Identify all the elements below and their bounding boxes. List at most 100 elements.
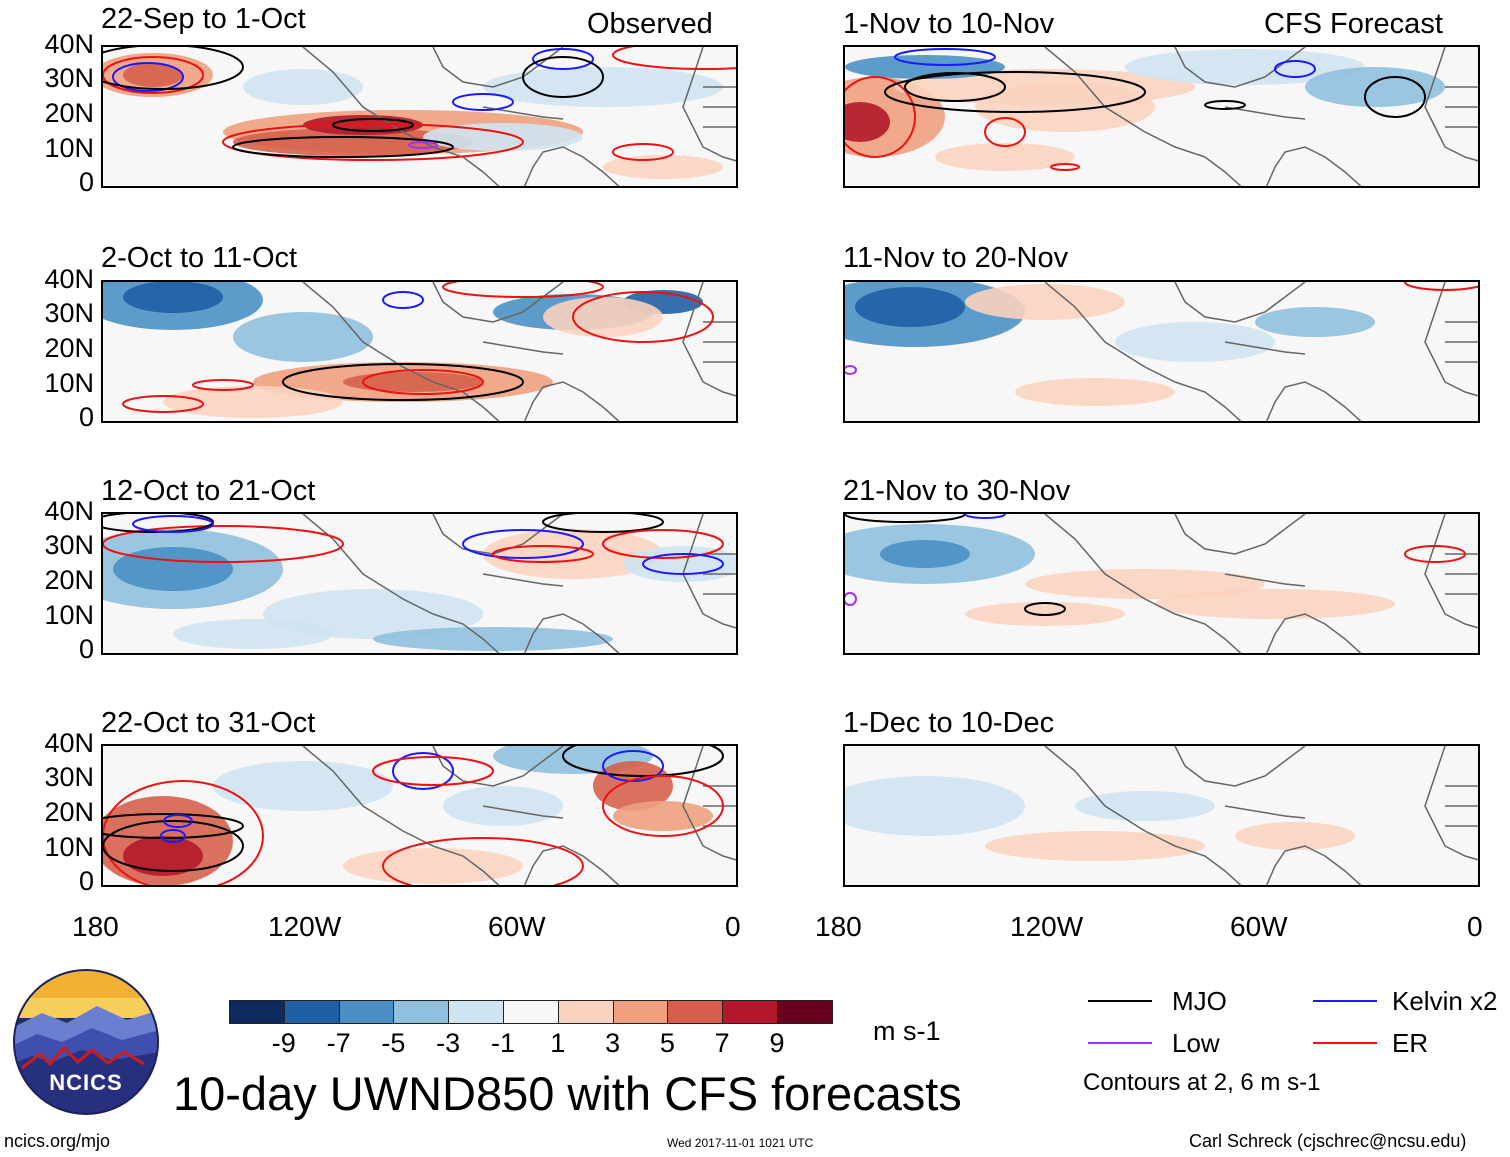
- colorbar-swatch: [503, 1000, 559, 1024]
- wave-contour: [602, 529, 724, 559]
- colorbar-unit: m s-1: [873, 1016, 941, 1046]
- wave-contour: [122, 395, 204, 413]
- colorbar-swatch: [722, 1000, 778, 1024]
- coastline: [302, 282, 736, 421]
- legend-label-mjo: MJO: [1172, 986, 1227, 1016]
- footer-author: Carl Schreck (cjschrec@ncsu.edu): [1189, 1131, 1467, 1151]
- anomaly-shading: [173, 619, 333, 649]
- wave-contour: [232, 136, 454, 158]
- anomaly-shading: [593, 761, 673, 811]
- y-tick: 20N: [44, 797, 94, 827]
- coastline: [1044, 47, 1478, 186]
- wave-contour: [845, 365, 857, 375]
- colorbar-label: -7: [326, 1028, 351, 1058]
- panel-title-right-4: 1-Dec to 10-Dec: [843, 707, 1055, 739]
- anomaly-shading: [603, 155, 723, 179]
- wave-contour: [964, 514, 1006, 519]
- anomaly-shading: [373, 627, 613, 651]
- ncics-logo-graphic: [13, 969, 159, 1115]
- anomaly-shading: [1075, 791, 1215, 821]
- y-tick: 40N: [44, 264, 94, 294]
- wave-contour: [160, 829, 186, 843]
- wave-contour: [984, 117, 1026, 147]
- colorbar-swatch: [283, 1000, 340, 1024]
- wave-contour: [103, 47, 244, 90]
- wave-contour: [602, 775, 724, 837]
- coastline: [1044, 514, 1478, 653]
- panel-title-right-1: 1-Nov to 10-Nov: [843, 8, 1055, 40]
- y-tick: 40N: [44, 496, 94, 526]
- wave-contour: [1204, 100, 1246, 110]
- wave-contour: [442, 282, 604, 298]
- contour-note: Contours at 2, 6 m s-1: [1083, 1069, 1321, 1096]
- x-tick-left-0: 0: [725, 911, 741, 942]
- legend-line-low: [1088, 1042, 1152, 1044]
- map-panel-right-3: [843, 512, 1480, 655]
- colorbar-label: -5: [381, 1028, 406, 1058]
- anomaly-shading: [1235, 822, 1355, 850]
- colorbar-swatch: [448, 1000, 504, 1024]
- wave-contour: [192, 379, 254, 391]
- logo-text: NCICS: [49, 1070, 123, 1095]
- coastline: [1044, 282, 1478, 421]
- y-tick: 20N: [44, 333, 94, 363]
- wave-contour: [1274, 60, 1316, 78]
- x-tick-left-120w: 120W: [268, 911, 342, 942]
- map-panel-right-4: [843, 744, 1480, 887]
- colorbar-swatch: [338, 1000, 395, 1024]
- wave-contour: [562, 746, 724, 777]
- anomaly-shading: [1115, 322, 1275, 362]
- wave-contour: [103, 780, 264, 885]
- colorbar-label: 3: [605, 1028, 621, 1058]
- colorbar-label: -3: [436, 1028, 461, 1058]
- wave-contour: [392, 752, 454, 790]
- wave-contour: [1050, 163, 1080, 171]
- wave-contour: [112, 62, 184, 92]
- wave-contour: [1404, 282, 1478, 291]
- anomaly-shading: [613, 801, 713, 831]
- anomaly-shading: [233, 312, 373, 362]
- anomaly-shading: [975, 82, 1155, 132]
- panel-title-right-2: 11-Nov to 20-Nov: [843, 242, 1069, 274]
- anomaly-shading: [243, 69, 363, 105]
- anomaly-shading: [213, 761, 393, 811]
- wave-contour: [1364, 76, 1426, 118]
- x-tick-right-180: 180: [815, 911, 862, 942]
- legend-label-kelvin: Kelvin x2: [1392, 986, 1498, 1016]
- anomaly-shading: [1155, 589, 1395, 619]
- y-tick: 0: [78, 634, 94, 664]
- coastline: [302, 746, 736, 885]
- wave-contour: [1404, 545, 1466, 563]
- map-panel-left-4: [101, 744, 738, 887]
- colorbar-label: -9: [271, 1028, 296, 1058]
- x-tick-right-0: 0: [1467, 911, 1483, 942]
- legend-line-kelvin: [1313, 1000, 1377, 1002]
- wave-contour: [492, 545, 594, 563]
- observed-label: Observed: [587, 8, 713, 40]
- wave-contour: [382, 837, 584, 885]
- wave-contour: [612, 47, 736, 70]
- x-tick-left-60w: 60W: [488, 911, 546, 942]
- anomaly-shading: [845, 102, 890, 142]
- anomaly-shading: [343, 848, 523, 884]
- wave-contour: [103, 813, 244, 839]
- footer-url[interactable]: ncics.org/mjo: [4, 1131, 111, 1151]
- map-panel-left-1: [101, 45, 738, 188]
- anomaly-shading: [233, 128, 473, 156]
- wave-contour: [103, 56, 204, 94]
- wave-contour: [408, 141, 438, 149]
- anomaly-shading: [163, 386, 343, 418]
- wave-contour: [332, 118, 414, 132]
- map-panel-left-2: [101, 280, 738, 423]
- wave-contour: [1024, 602, 1066, 616]
- wave-contour: [362, 369, 484, 395]
- coastline: [1044, 746, 1478, 885]
- anomaly-shading: [1255, 307, 1375, 337]
- anomaly-shading: [423, 123, 583, 151]
- y-tick: 40N: [44, 29, 94, 59]
- colorbar-swatch: [557, 1000, 614, 1024]
- anomaly-shading: [845, 776, 1025, 836]
- y-tick: 30N: [44, 298, 94, 328]
- anomaly-shading: [623, 546, 736, 582]
- legend-label-er: ER: [1392, 1028, 1429, 1058]
